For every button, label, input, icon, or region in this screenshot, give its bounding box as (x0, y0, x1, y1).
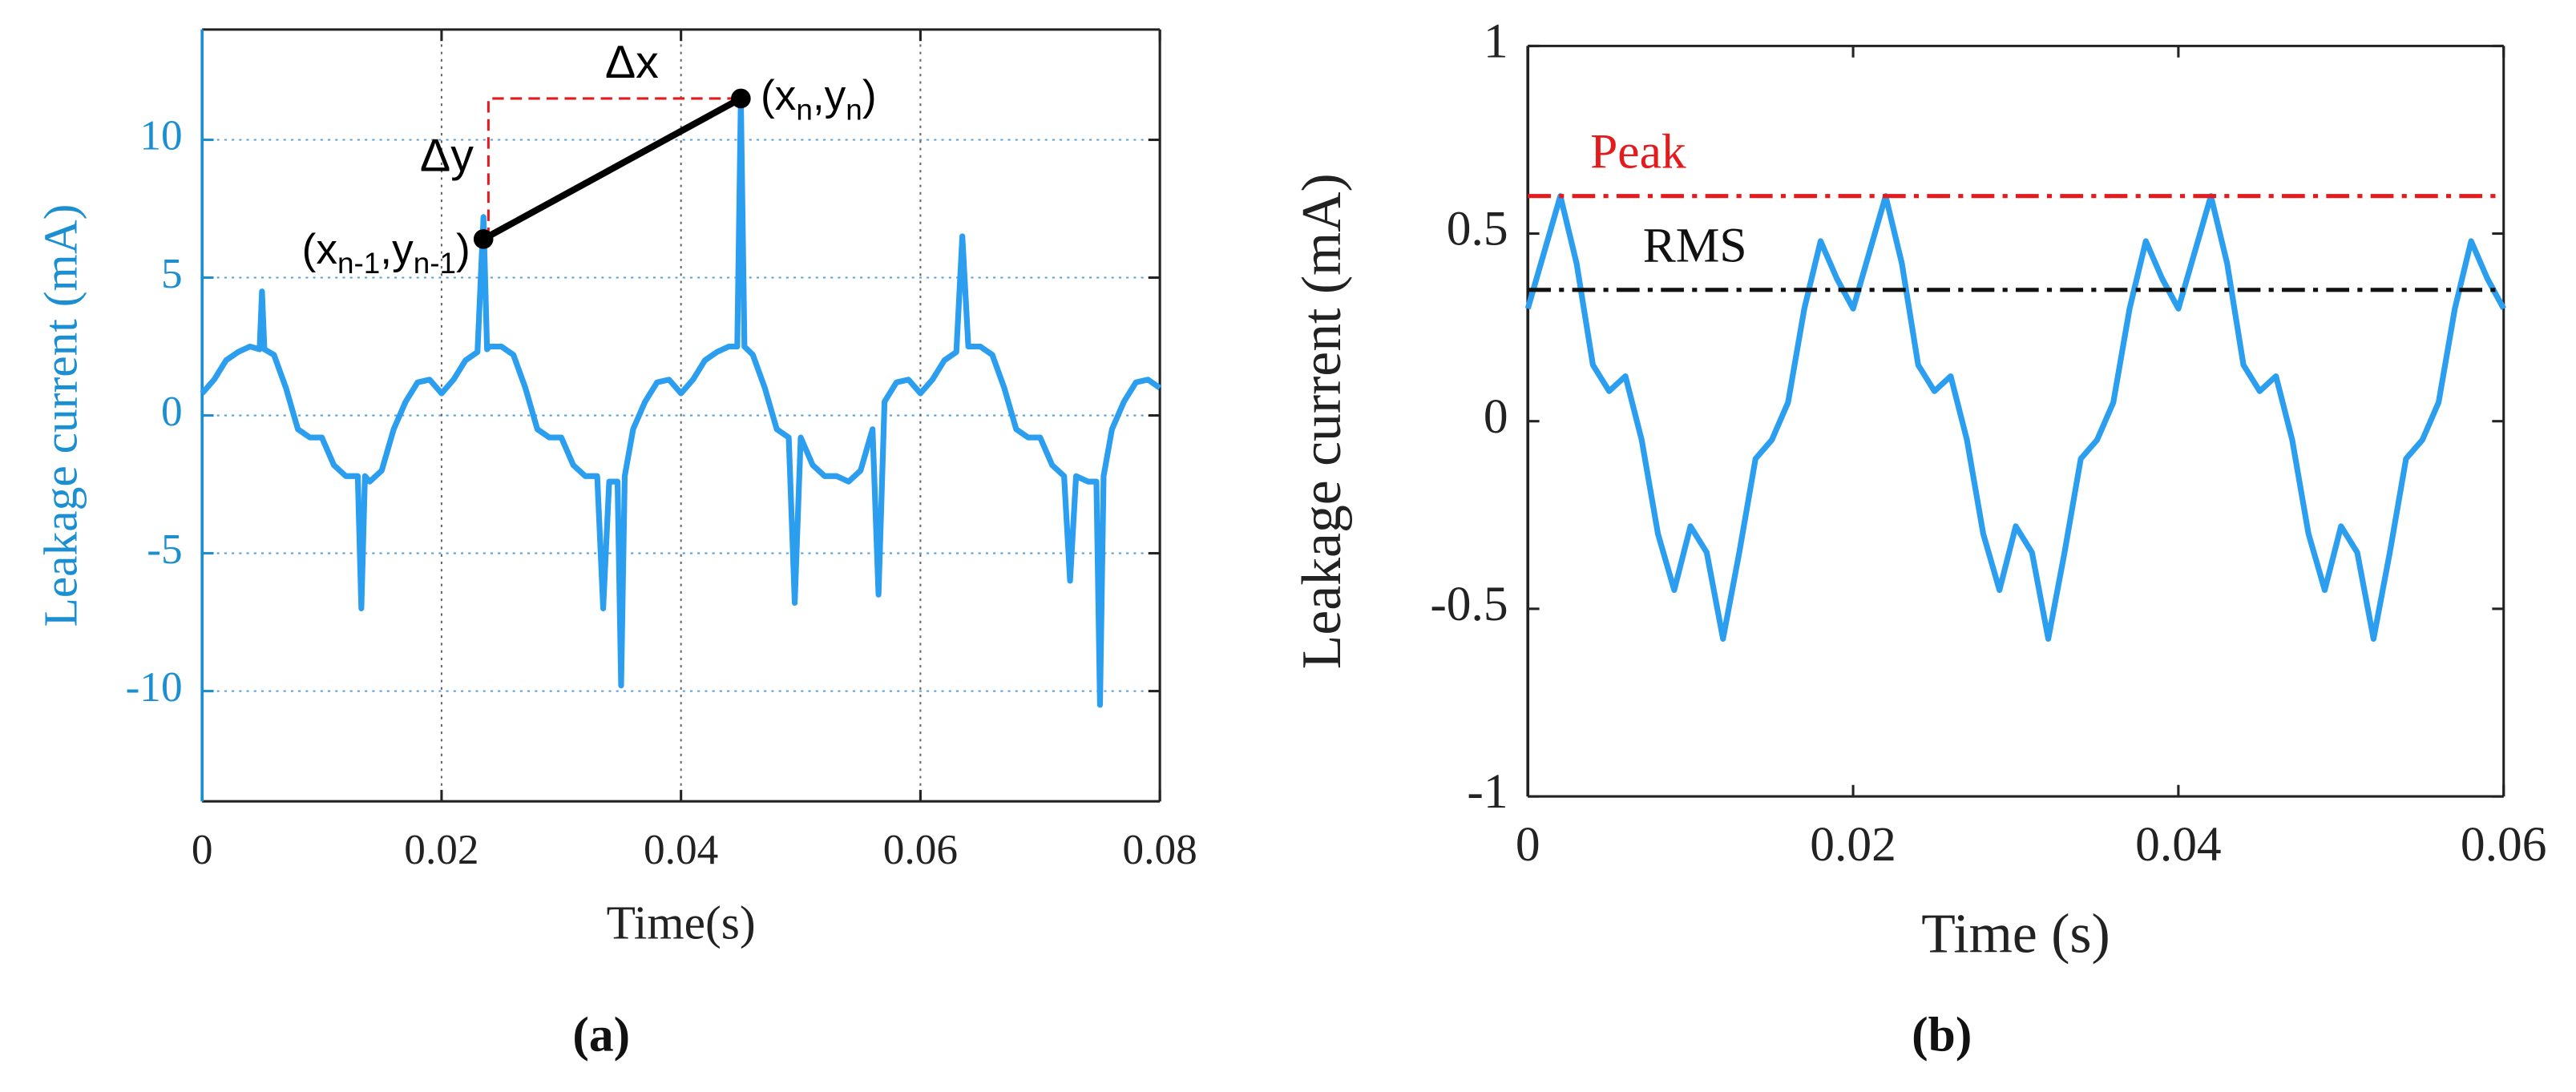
x-tick-label: 0.06 (883, 826, 958, 873)
y-tick-label: 1 (1484, 14, 1508, 68)
annotation-part: ,y (813, 72, 846, 119)
x-tick-label: 0.08 (1123, 826, 1197, 873)
x-tick-label: 0 (1516, 817, 1540, 872)
connector (482, 95, 743, 242)
annotation-part: ) (456, 226, 470, 273)
delta-y-label: Δy (420, 130, 474, 181)
y-tick-label: 10 (139, 112, 182, 159)
reference-label: RMS (1643, 219, 1747, 273)
annotation-label: (xn,yn) (761, 72, 877, 126)
y-tick-label: 0 (161, 388, 183, 435)
annotation-part: n-1 (337, 247, 380, 280)
annotation-part: n-1 (414, 247, 456, 280)
delta-guide (487, 97, 741, 240)
x-axis-label: Time(s) (607, 897, 756, 949)
y-tick-label: 5 (161, 250, 183, 297)
y-axis-label: Leakage current (mA) (34, 204, 87, 627)
x-tick-label: 0.04 (644, 826, 718, 873)
y-tick-label: 0.5 (1447, 202, 1508, 256)
delta-x-label: Δx (605, 37, 659, 88)
annotation-part: n (846, 93, 862, 126)
y-tick-label: -5 (147, 526, 182, 573)
x-tick-label: 0.02 (404, 826, 478, 873)
x-axis-label: Time (s) (1921, 903, 2110, 965)
y-axis-label: Leakage current (mA) (1291, 173, 1353, 669)
x-tick-label: 0.04 (2135, 817, 2222, 872)
x-tick-label: 0 (192, 826, 213, 873)
data-line (200, 95, 1162, 708)
caption: (b) (1912, 1008, 1972, 1062)
x-tick-label: 0.06 (2461, 817, 2547, 872)
annotation-part: (x (302, 226, 338, 273)
y-tick-label: 0 (1484, 389, 1508, 444)
reference-label: Peak (1590, 125, 1686, 179)
x-tick-label: 0.02 (1810, 817, 1896, 872)
y-tick-label: -10 (126, 663, 183, 711)
annotation-label: (xn-1,yn-1) (302, 226, 470, 280)
annotation-part: (x (761, 72, 797, 119)
y-tick-label: -0.5 (1430, 577, 1508, 631)
data-line (1524, 193, 2506, 642)
caption: (a) (572, 1008, 630, 1062)
annotation-part: ) (862, 72, 877, 119)
y-tick-label: -1 (1467, 764, 1508, 819)
annotation-point (473, 229, 494, 249)
annotation-part: ,y (380, 226, 414, 273)
annotation-part: n (796, 93, 813, 126)
annotation-point (731, 88, 751, 109)
